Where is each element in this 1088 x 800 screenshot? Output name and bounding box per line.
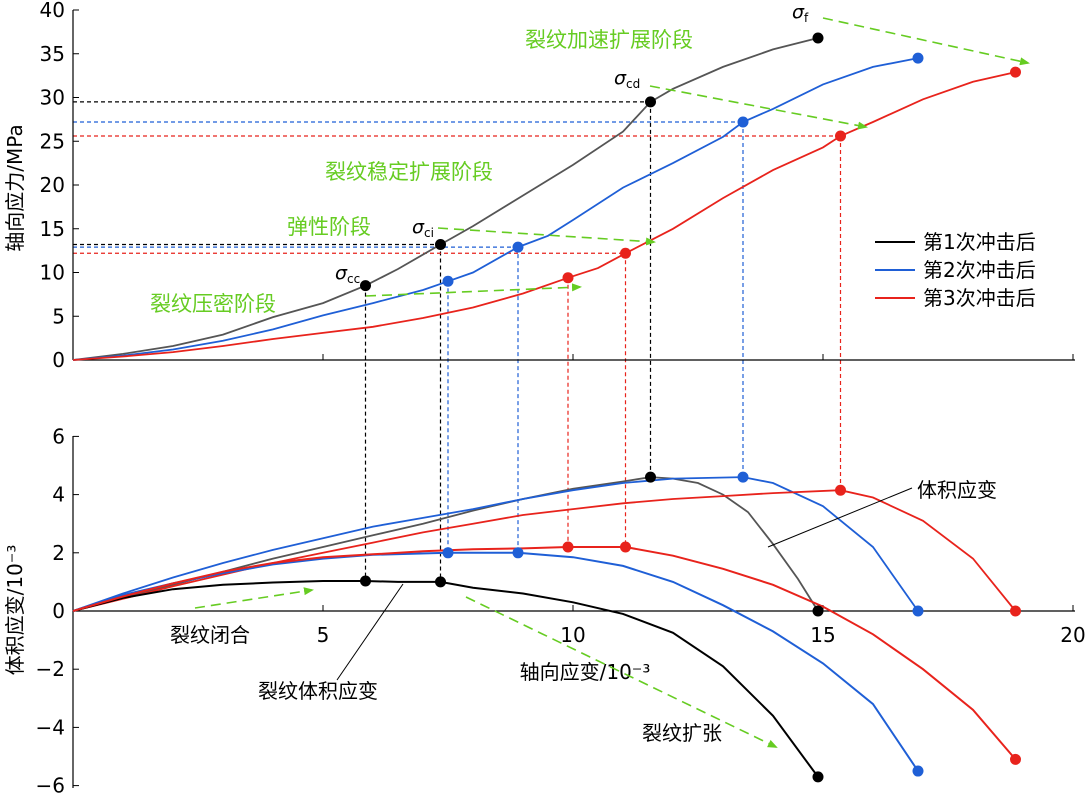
top-ytick-label: 15 [40, 217, 65, 241]
crack-volumetric-marker-3 [1010, 753, 1021, 765]
annotation-crack-volumetric: 裂纹体积应变 [258, 679, 378, 703]
bottom-x-ticks: 5 10 15 20 [317, 605, 1086, 647]
crack-volumetric-curve-3 [72, 546, 1017, 761]
top-ytick-label: 10 [40, 261, 65, 285]
sigma-cc-label: σcc [335, 262, 360, 286]
bottom-ytick-label: −6 [36, 774, 65, 798]
top-ytick-label: 35 [40, 42, 65, 66]
stress-marker-2 [912, 52, 924, 64]
crack-volumetric-marker-1 [360, 575, 371, 587]
stage-arrows [194, 17, 1030, 748]
top-ytick-label: 5 [52, 304, 65, 328]
pointer-volumetric [767, 487, 913, 548]
stress-marker-3 [1010, 66, 1021, 78]
stress-marker-1 [812, 32, 824, 44]
top-y-ticks: 0 5 10 15 20 25 30 35 40 [40, 0, 79, 372]
annotation-crack-dilation: 裂纹扩张 [642, 721, 722, 745]
crack-volumetric-marker-2 [442, 547, 454, 559]
bottom-xtick-label: 10 [560, 623, 585, 647]
legend-label-3: 第3次冲击后 [923, 286, 1036, 310]
crack-volumetric-curve-2 [72, 551, 919, 772]
stress-curve-1 [72, 37, 819, 361]
marker-layer [360, 32, 1021, 783]
top-ytick-label: 40 [40, 0, 65, 22]
top-ytick-label: 25 [40, 129, 65, 153]
pointer-crack-volumetric [336, 583, 404, 681]
stress-marker-3 [562, 272, 574, 284]
legend: 第1次冲击后 第2次冲击后 第3次冲击后 [875, 230, 1036, 310]
sigma-ci-label: σci [412, 216, 434, 240]
bottom-y-ticks: −6 −4 −2 0 2 4 6 [36, 424, 79, 798]
crack-volumetric-marker-2 [512, 547, 524, 559]
top-ytick-label: 20 [40, 173, 65, 197]
crack-volumetric-marker-1 [812, 771, 824, 783]
bottom-xtick-label: 5 [317, 623, 330, 647]
bottom-ytick-label: 6 [52, 424, 65, 448]
stress-marker-1 [435, 239, 446, 250]
bottom-ytick-label: −2 [36, 657, 65, 681]
volumetric-curve-2 [72, 476, 919, 612]
bottom-ytick-label: 2 [52, 541, 65, 565]
closure-arrow [194, 587, 314, 609]
sigma-f-label: σf [792, 1, 809, 25]
stage-label-compaction: 裂纹压密阶段 [150, 292, 276, 316]
stress-marker-1 [645, 96, 656, 108]
bottom-xtick-label: 20 [1060, 623, 1085, 647]
stage-label-accelerated: 裂纹加速扩展阶段 [525, 28, 693, 52]
stress-marker-1 [360, 280, 371, 292]
top-y-axis-label: 轴向应力/MPa [3, 124, 27, 251]
legend-label-2: 第2次冲击后 [923, 258, 1036, 282]
crack-volumetric-curve-1 [72, 580, 819, 778]
bottom-ytick-label: 0 [52, 599, 65, 623]
bottom-ytick-label: −4 [36, 715, 65, 739]
volumetric-marker-3 [1010, 605, 1021, 617]
legend-label-1: 第1次冲击后 [923, 230, 1036, 254]
volumetric-marker-2 [737, 471, 749, 483]
stress-marker-2 [442, 275, 454, 287]
volumetric-marker-1 [645, 471, 656, 483]
stress-marker-3 [835, 130, 846, 142]
dilation-arrow [465, 596, 778, 748]
volumetric-marker-3 [835, 484, 846, 496]
top-ytick-label: 0 [52, 348, 65, 372]
stage-arrow-stable [649, 85, 868, 130]
volumetric-marker-2 [912, 605, 924, 617]
bottom-ytick-label: 4 [52, 483, 65, 507]
stress-marker-3 [620, 247, 631, 259]
stress-marker-2 [737, 116, 749, 128]
stage-arrow-elastic [437, 227, 656, 246]
stage-label-stable: 裂纹稳定扩展阶段 [325, 160, 493, 184]
crack-volumetric-marker-3 [620, 541, 631, 553]
stress-curve-3 [72, 71, 1016, 361]
stress-marker-2 [512, 241, 524, 253]
crack-volumetric-marker-2 [912, 765, 924, 777]
stage-arrow-compaction [365, 283, 582, 297]
bottom-y-axis-label: 体积应变/10⁻³ [3, 545, 27, 676]
top-ytick-label: 30 [40, 86, 65, 110]
sigma-cd-label: σcd [614, 67, 640, 91]
bottom-xtick-label: 15 [810, 623, 835, 647]
volumetric-marker-1 [812, 605, 824, 617]
guide-lines [73, 101, 842, 582]
annotation-crack-closure: 裂纹闭合 [170, 623, 250, 647]
stage-label-elastic: 弹性阶段 [287, 215, 371, 239]
crack-volumetric-marker-3 [562, 541, 574, 553]
bottom-x-axis-label: 轴向应变/10⁻³ [520, 660, 651, 684]
stage-arrow-accelerated [822, 17, 1030, 66]
annotation-volumetric: 体积应变 [917, 478, 997, 502]
volumetric-curve-3 [72, 489, 1017, 612]
crack-volumetric-marker-1 [435, 576, 446, 588]
